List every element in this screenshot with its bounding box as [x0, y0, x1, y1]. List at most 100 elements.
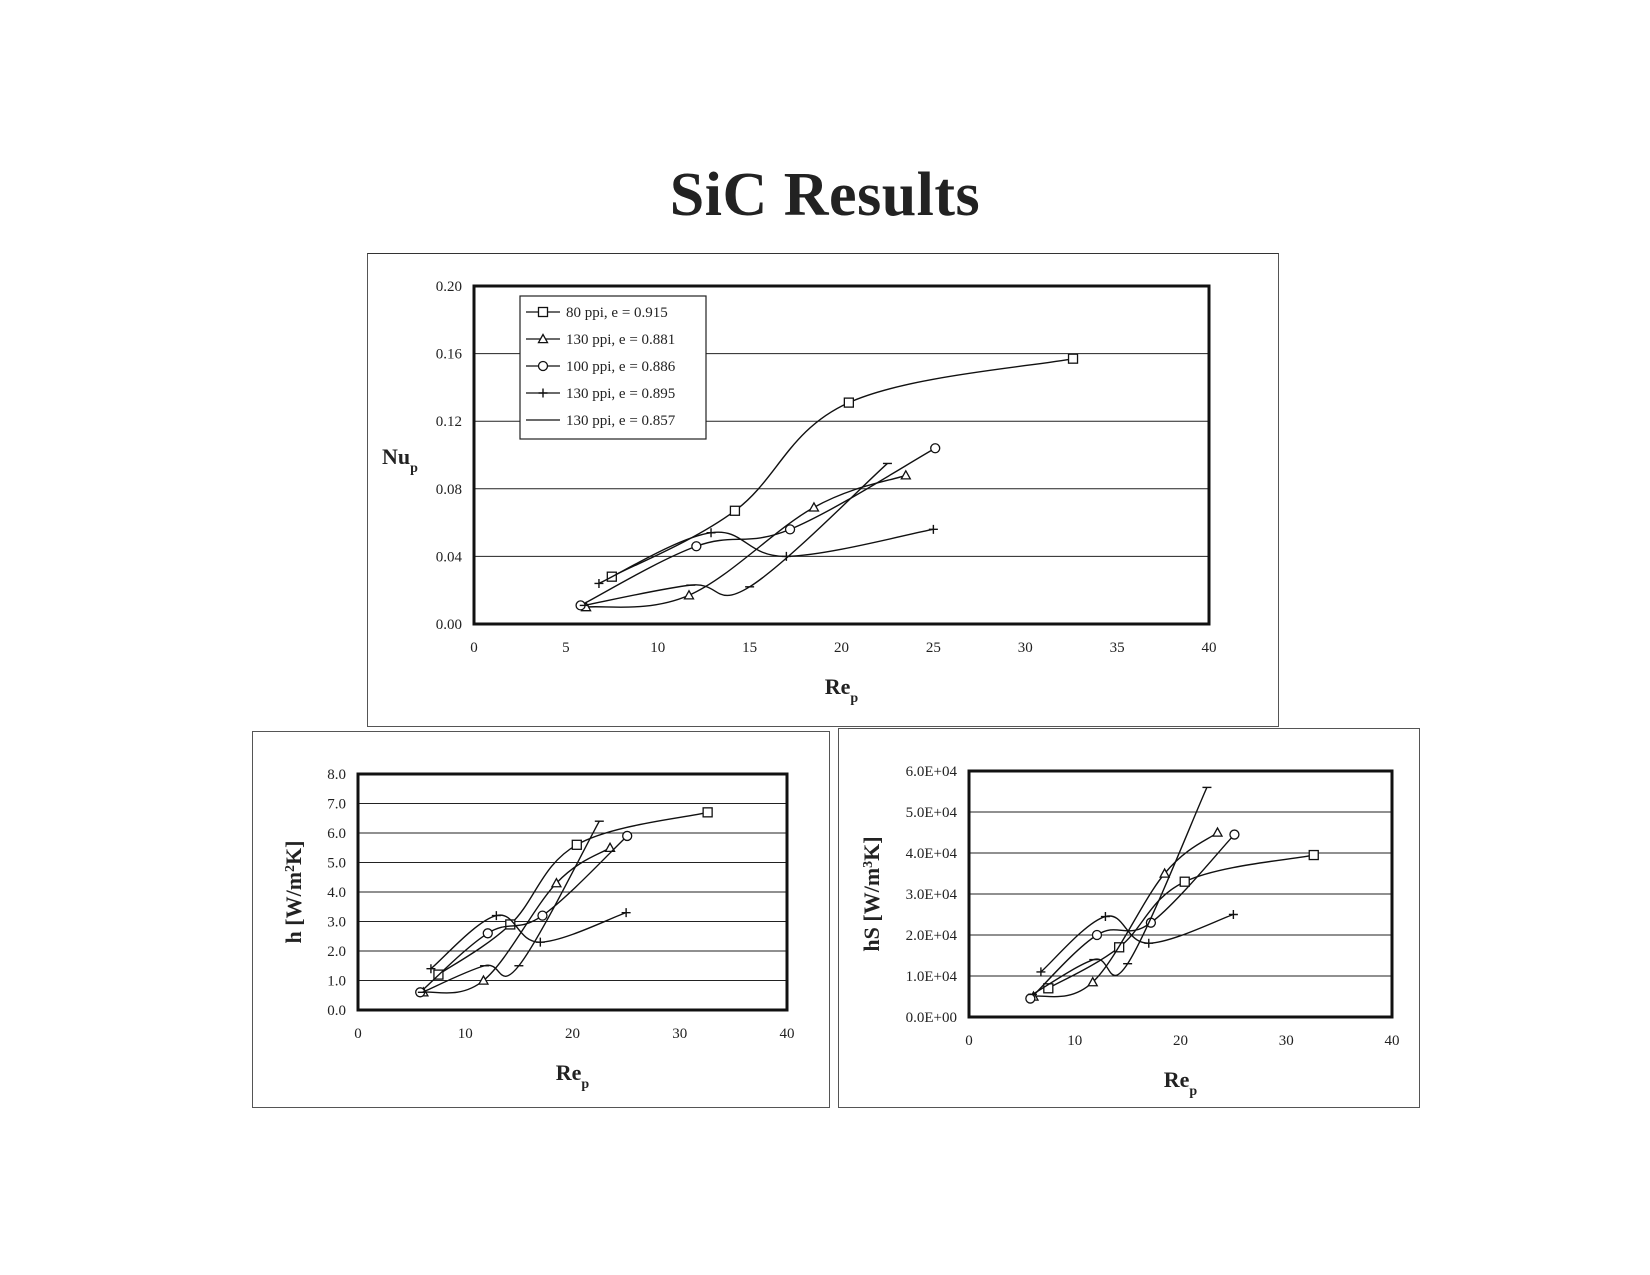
hs-series-1	[1043, 849, 1319, 994]
nu-data-point	[706, 528, 716, 538]
hs-y-tick-label: 6.0E+04	[906, 764, 958, 780]
h-x-axis-label: Rep	[556, 1060, 590, 1092]
nu-y-tick-label: 0.00	[436, 617, 462, 633]
nu-series-3	[575, 443, 941, 611]
hs-x-axis-label: Rep	[1164, 1067, 1198, 1099]
nu-data-point	[594, 578, 604, 588]
hs-y-tick-label: 3.0E+04	[906, 887, 958, 903]
nu-x-tick-label: 15	[742, 640, 757, 656]
nu-series-line	[611, 357, 1074, 578]
h-chart-frame: 0.0 1.0 2.0 3.0 4.0 5.0 6.0 7.0 8.0 0 10 20 30 40 Rep h…	[252, 731, 830, 1108]
nu-y-tick-label: 0.16	[436, 347, 463, 363]
hs-x-tick-label: 30	[1279, 1033, 1294, 1049]
h-y-tick-label: 6.0	[327, 826, 346, 842]
hs-data-point	[1229, 829, 1240, 840]
hs-series-line	[1033, 831, 1218, 998]
nu-series-4	[594, 524, 938, 588]
nu-data-point	[808, 501, 820, 512]
hs-data-point	[1159, 867, 1171, 878]
hs-x-tick-label: 0	[965, 1033, 973, 1049]
h-series-1	[433, 807, 713, 980]
hs-series-line	[1032, 787, 1208, 996]
h-data-point	[426, 964, 436, 974]
legend-label: 100 ppi, e = 0.886	[566, 359, 676, 375]
h-y-tick-label: 5.0	[327, 856, 346, 872]
legend-marker	[537, 306, 549, 318]
hs-data-point	[1087, 976, 1099, 987]
hs-y-tick-label: 2.0E+04	[906, 928, 958, 944]
nu-x-tick-label: 0	[470, 640, 478, 656]
h-y-tick-label: 7.0	[327, 797, 346, 813]
h-data-point	[491, 911, 501, 921]
legend-item: 100 ppi, e = 0.886	[526, 359, 676, 375]
nu-x-tick-label: 25	[926, 640, 941, 656]
legend-item: 80 ppi, e = 0.915	[526, 305, 668, 321]
hs-data-point	[1091, 929, 1103, 941]
h-y-tick-label: 3.0	[327, 915, 346, 931]
h-data-point	[550, 877, 563, 888]
h-y-axis-label: h [W/m2K]	[281, 841, 306, 944]
h-series-line	[423, 847, 611, 994]
legend: 80 ppi, e = 0.915 130 ppi, e = 0.881 100 p…	[519, 295, 707, 440]
page-title: SiC Results	[669, 161, 981, 229]
h-x-tick-label: 40	[780, 1026, 795, 1042]
legend-label: 130 ppi, e = 0.881	[566, 332, 675, 348]
nu-data-point	[1067, 353, 1079, 364]
nu-chart-frame: 0.00 0.04 0.08 0.12 0.16 0.20 0 5 10 15 20 25 30 35 40…	[367, 253, 1279, 727]
legend-marker	[537, 360, 549, 372]
hs-plot-area	[967, 769, 1394, 1019]
hs-series-2	[1027, 826, 1224, 1001]
h-series-4	[426, 908, 631, 974]
h-chart: 0.0 1.0 2.0 3.0 4.0 5.0 6.0 7.0 8.0 0 10 20 30 40 Rep h…	[281, 767, 795, 1092]
h-data-point	[482, 928, 493, 939]
nu-series-5	[579, 462, 892, 607]
nu-y-tick-label: 0.20	[436, 279, 462, 295]
hs-chart: 0.0E+00 1.0E+04 2.0E+04 3.0E+04 4.0E+04 5.0E+…	[859, 764, 1400, 1099]
h-data-point	[622, 830, 633, 842]
h-series-line	[438, 811, 708, 976]
h-x-tick-label: 20	[565, 1026, 580, 1042]
h-y-tick-label: 2.0	[327, 944, 346, 960]
nu-data-point	[930, 443, 941, 454]
legend-item: 130 ppi, e = 0.857	[526, 413, 676, 429]
h-data-point	[537, 910, 548, 921]
h-x-tick-label: 10	[458, 1026, 473, 1042]
legend-label: 130 ppi, e = 0.895	[566, 386, 675, 402]
nu-x-tick-label: 10	[650, 640, 665, 656]
hs-series-line	[1029, 834, 1235, 1000]
nu-x-tick-label: 40	[1202, 640, 1217, 656]
nu-data-point	[843, 397, 855, 408]
h-y-tick-label: 8.0	[327, 767, 346, 783]
h-y-tick-label: 1.0	[327, 974, 346, 990]
h-x-tick-label: 30	[672, 1026, 687, 1042]
hs-x-tick-label: 20	[1173, 1033, 1188, 1049]
h-series-line	[430, 911, 627, 970]
hs-data-point	[1179, 876, 1190, 887]
legend-marker	[538, 388, 548, 398]
h-data-point	[477, 974, 490, 985]
nu-data-point	[900, 469, 912, 480]
h-series-2	[417, 841, 616, 997]
h-data-point	[604, 841, 616, 852]
hs-y-tick-label: 1.0E+04	[906, 969, 958, 985]
legend-item: 130 ppi, e = 0.881	[526, 332, 675, 348]
nu-plot-area	[472, 284, 1211, 626]
h-y-tick-label: 4.0	[327, 885, 346, 901]
hs-series-line	[1047, 854, 1314, 989]
nu-data-point	[781, 551, 791, 561]
hs-data-point	[1100, 912, 1110, 922]
h-plot-area	[356, 772, 789, 1012]
hs-data-point	[1036, 967, 1046, 977]
h-y-tick-label: 0.0	[327, 1003, 346, 1019]
hs-y-tick-label: 4.0E+04	[906, 846, 958, 862]
nu-y-tick-label: 0.12	[436, 414, 462, 430]
legend-label: 130 ppi, e = 0.857	[566, 413, 676, 429]
legend-label: 80 ppi, e = 0.915	[566, 305, 668, 321]
h-data-point	[571, 839, 582, 850]
hs-data-point	[1144, 938, 1154, 948]
legend-item: 130 ppi, e = 0.895	[526, 386, 675, 402]
hs-x-tick-label: 10	[1067, 1033, 1082, 1049]
nu-data-point	[683, 589, 695, 600]
h-data-point	[621, 908, 631, 918]
hs-series-3	[1025, 829, 1240, 1004]
